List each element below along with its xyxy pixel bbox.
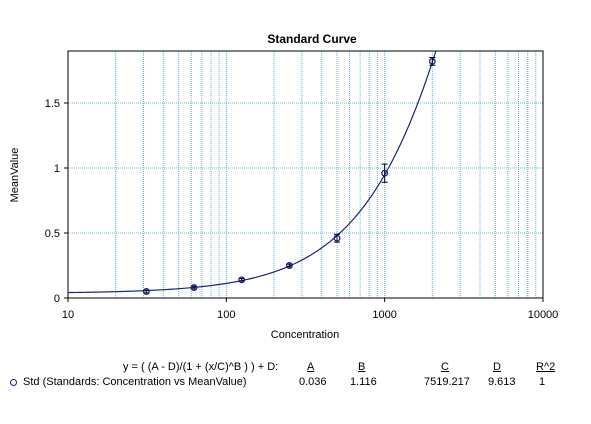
param-header-d: D bbox=[493, 361, 501, 373]
data-point bbox=[333, 234, 341, 242]
x-tick-label: 100 bbox=[217, 309, 235, 321]
fit-legend: y = ( (A - D)/(1 + (x/C)^B ) ) + D: A B … bbox=[0, 352, 591, 402]
param-header-a: A bbox=[307, 361, 315, 373]
legend-entry: Std (Standards: Concentration vs MeanVal… bbox=[10, 376, 247, 388]
data-point bbox=[428, 57, 436, 65]
chart-title: Standard Curve bbox=[267, 32, 357, 46]
y-tick-label: 0 bbox=[54, 293, 60, 305]
param-value-a: 0.036 bbox=[299, 376, 327, 388]
y-tick-label: 1.5 bbox=[45, 98, 60, 110]
param-value-b: 1.116 bbox=[350, 376, 377, 388]
x-axis-label: Concentration bbox=[271, 329, 340, 341]
grid bbox=[68, 51, 543, 298]
data-point bbox=[285, 262, 293, 269]
param-header-c: C bbox=[441, 361, 449, 373]
fit-curve bbox=[67, 50, 437, 294]
standard-curve-chart: Standard Curve 0 0.5 1 1.5 10 100 1000 10000 C… bbox=[9, 32, 558, 341]
x-tick-label: 10 bbox=[62, 309, 74, 321]
param-value-c: 7519.217 bbox=[424, 376, 470, 388]
data-points bbox=[142, 57, 436, 295]
param-value-d: 9.613 bbox=[488, 376, 516, 388]
param-header-r2: R^2 bbox=[536, 361, 556, 373]
param-value-r2: 1 bbox=[539, 376, 546, 388]
x-tick-label: 10000 bbox=[528, 309, 559, 321]
data-point bbox=[238, 276, 246, 284]
data-point bbox=[381, 169, 389, 177]
y-tick-label: 1 bbox=[54, 163, 60, 175]
circle-marker-icon bbox=[10, 378, 17, 386]
data-point bbox=[190, 284, 198, 292]
y-tick-label: 0.5 bbox=[45, 228, 60, 240]
data-point bbox=[142, 288, 150, 295]
x-axis: 10 100 1000 10000 bbox=[62, 298, 558, 321]
fit-equation: y = ( (A - D)/(1 + (x/C)^B ) ) + D: bbox=[123, 361, 279, 373]
plot-frame bbox=[67, 50, 544, 299]
param-header-b: B bbox=[358, 361, 366, 373]
y-axis-label: MeanValue bbox=[9, 148, 21, 203]
y-axis: 0 0.5 1 1.5 bbox=[45, 98, 68, 305]
legend-entry-label: Std (Standards: Concentration vs MeanVal… bbox=[23, 376, 247, 388]
x-tick-label: 1000 bbox=[372, 309, 396, 321]
